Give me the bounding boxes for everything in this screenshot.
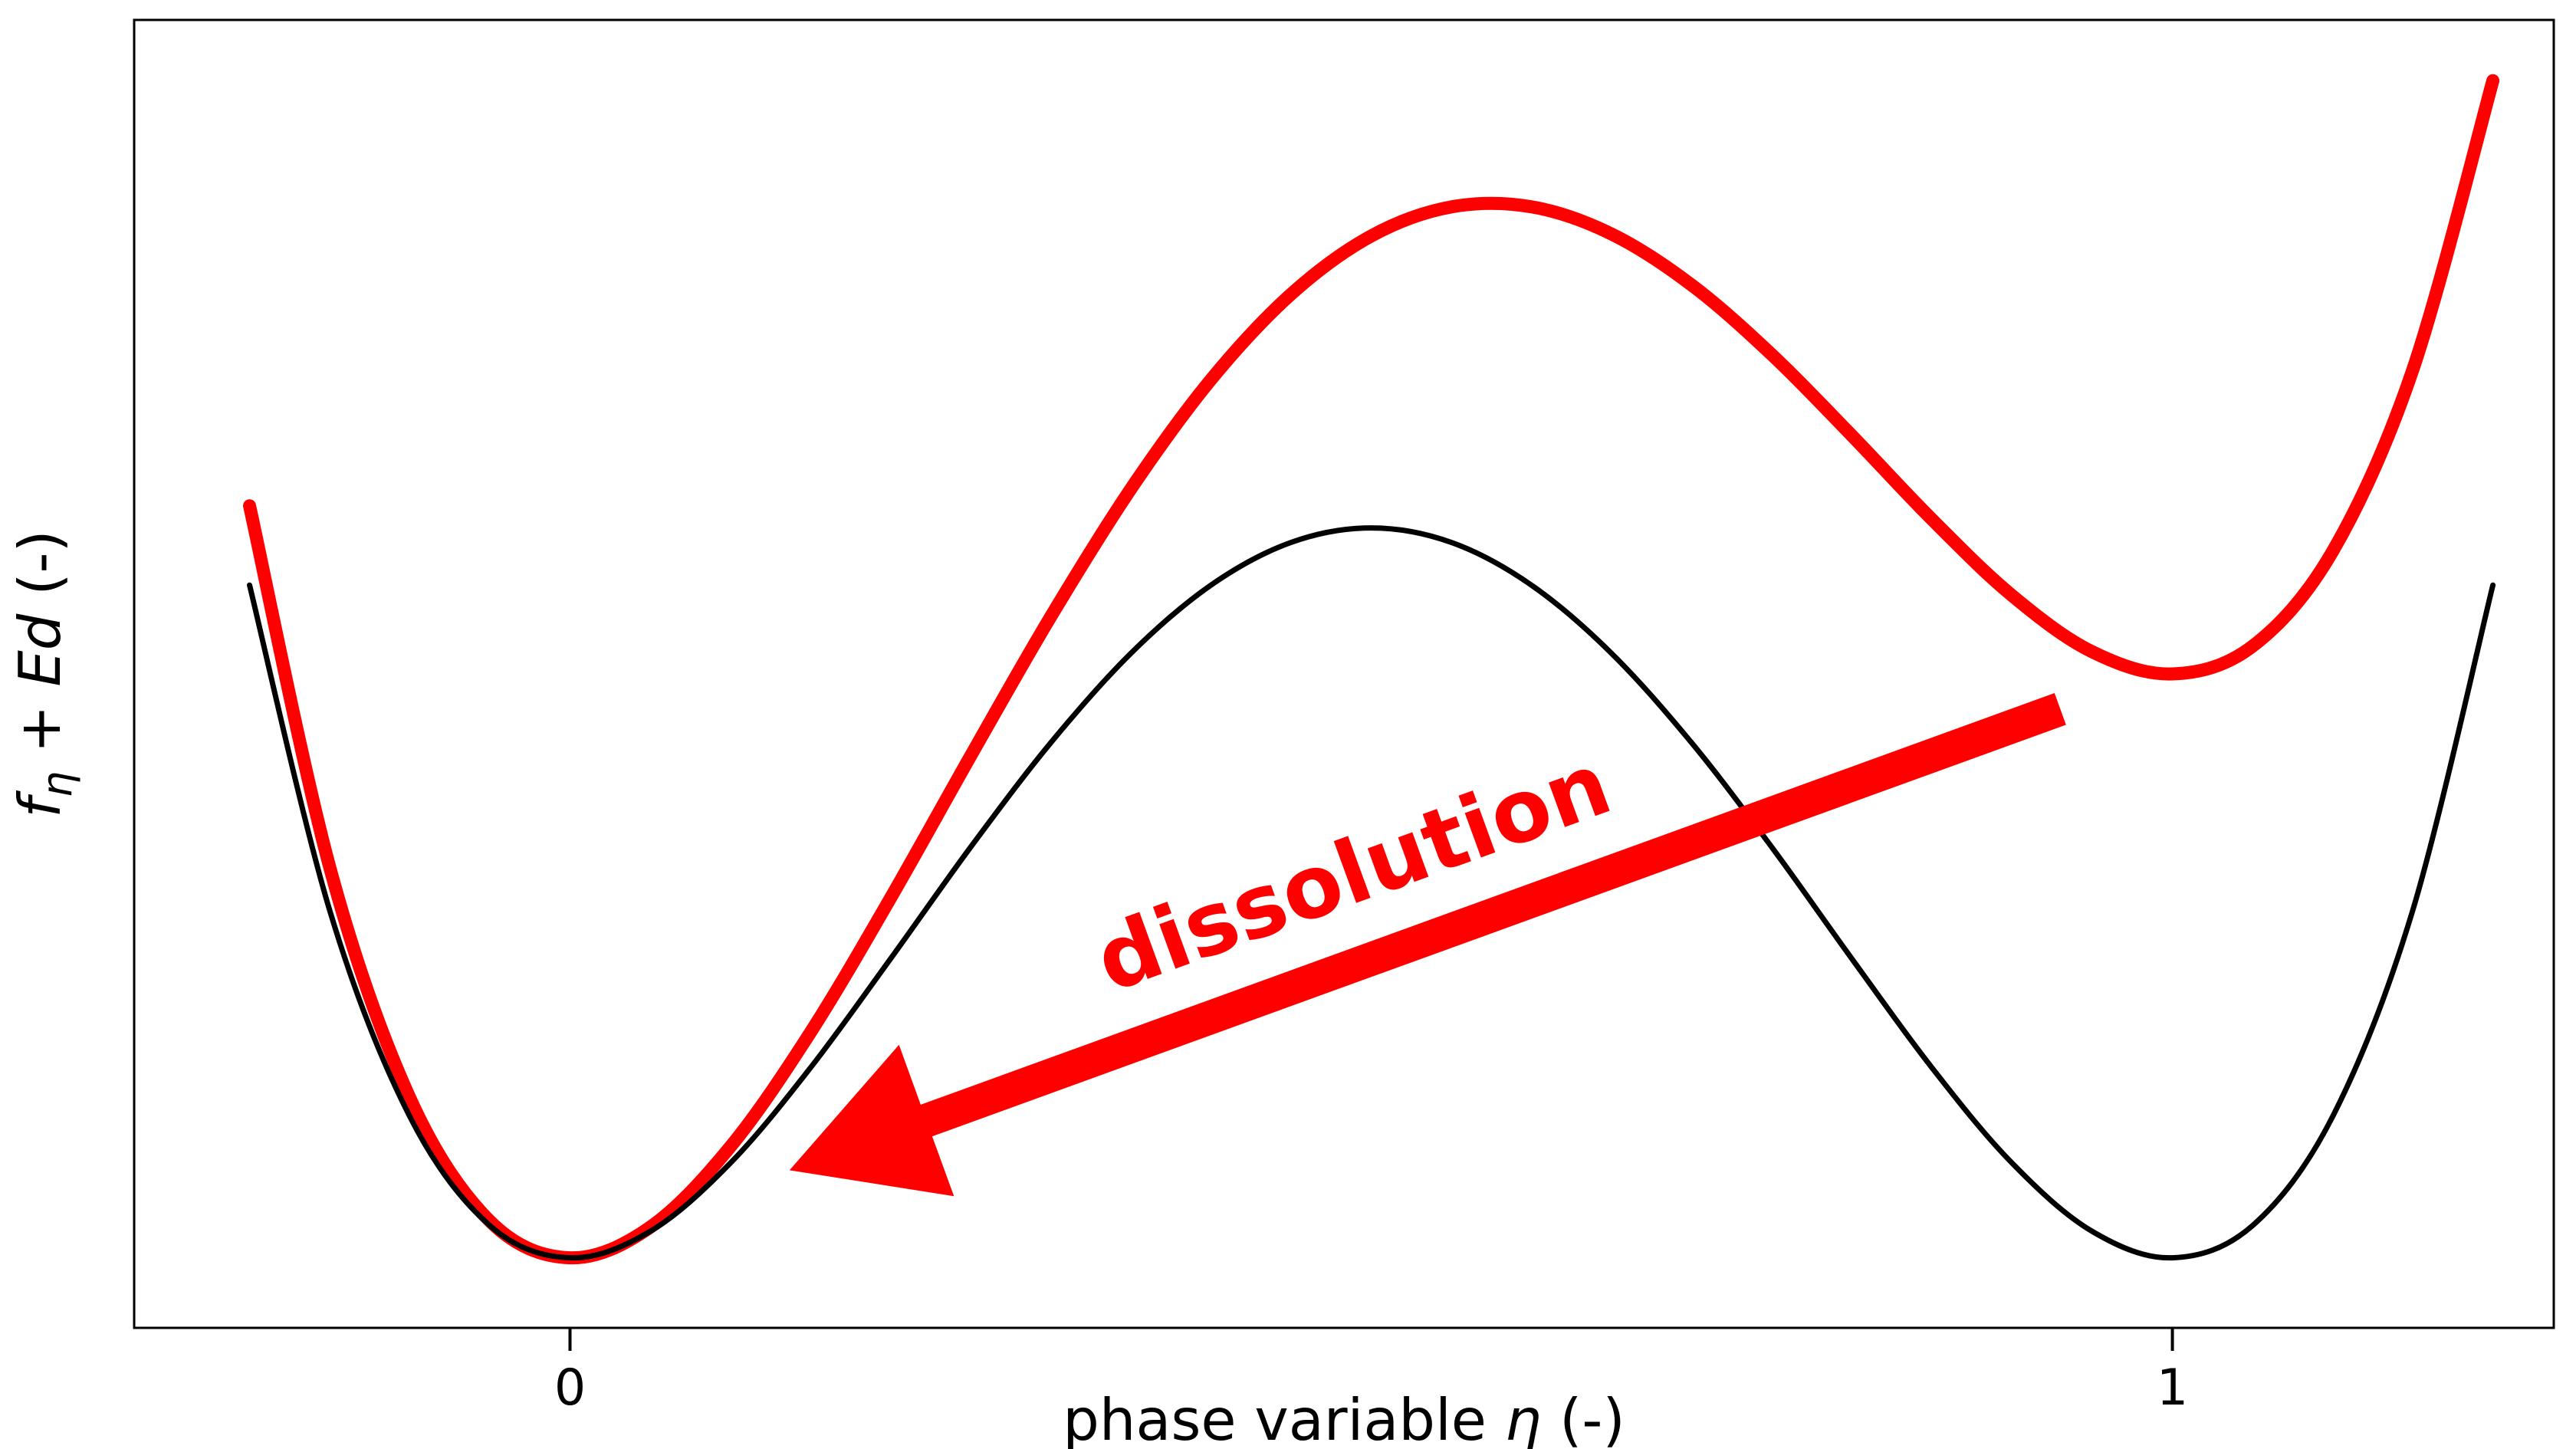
x-tick-label-0: 0 bbox=[554, 1359, 586, 1417]
dissolution-arrow bbox=[789, 693, 2066, 1197]
plot-border bbox=[133, 18, 2555, 1329]
y-axis-label: fη + Ed (-) bbox=[6, 530, 81, 818]
x-axis-label: phase variable η (-) bbox=[1063, 1386, 1625, 1449]
x-tick-label-1: 1 bbox=[2157, 1359, 2188, 1417]
black-curve-double-well bbox=[247, 525, 2496, 1261]
